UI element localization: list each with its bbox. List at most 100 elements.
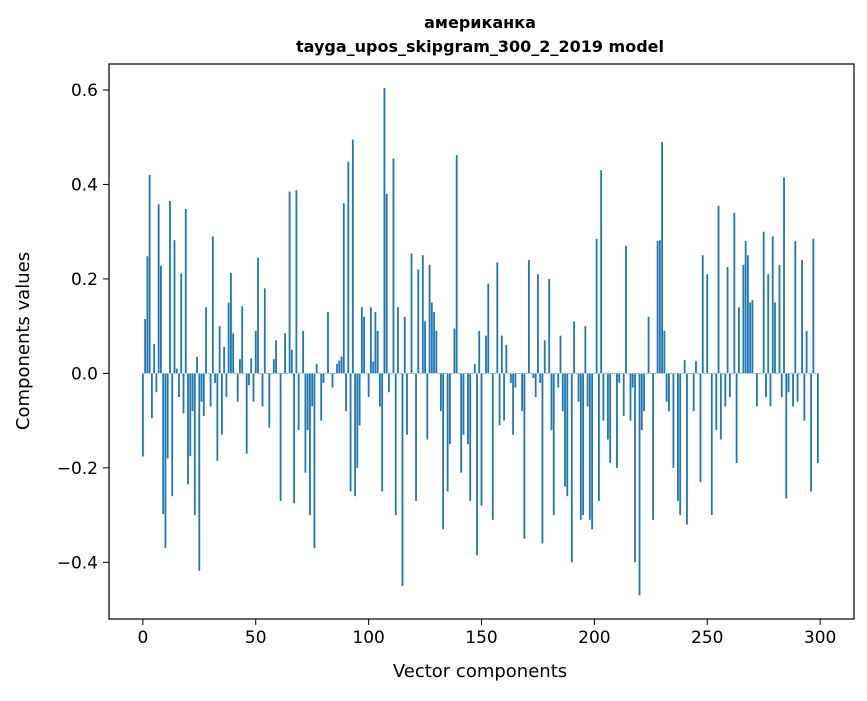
bar xyxy=(512,373,515,435)
bar xyxy=(223,346,226,374)
y-tick-label: 0.4 xyxy=(71,175,98,195)
bar xyxy=(618,373,621,383)
bar xyxy=(374,311,377,374)
bar xyxy=(448,373,451,445)
bar xyxy=(564,373,566,487)
bar xyxy=(710,373,713,516)
bar xyxy=(582,373,584,516)
bar xyxy=(329,373,332,374)
bar xyxy=(345,373,347,412)
bar xyxy=(191,373,194,412)
y-tick-label: −0.2 xyxy=(57,459,98,479)
bar xyxy=(254,330,257,374)
bar xyxy=(681,373,684,374)
bar xyxy=(688,373,691,374)
bar xyxy=(351,139,354,374)
bar xyxy=(320,373,323,421)
bar xyxy=(480,373,483,506)
bar xyxy=(164,373,167,549)
bar xyxy=(150,373,153,419)
bar xyxy=(546,373,548,374)
bar xyxy=(211,236,214,374)
bar xyxy=(270,373,273,374)
bar xyxy=(756,373,758,407)
bar xyxy=(771,236,774,374)
chart-subtitle: tayga_upos_skipgram_300_2_2019 model xyxy=(296,37,664,56)
bar xyxy=(306,373,309,431)
bar xyxy=(661,141,664,374)
bar xyxy=(561,373,564,412)
x-tick-label: 300 xyxy=(804,628,836,648)
bar xyxy=(541,373,544,544)
bar xyxy=(200,373,203,402)
bar xyxy=(428,264,431,374)
bar xyxy=(701,255,704,374)
bar xyxy=(460,373,463,473)
bar xyxy=(722,373,724,374)
bar xyxy=(227,302,230,374)
bar xyxy=(620,373,623,374)
bar xyxy=(421,255,424,374)
bar xyxy=(726,267,729,374)
bar xyxy=(550,373,553,431)
bar xyxy=(575,373,578,374)
bar xyxy=(679,373,682,516)
bar xyxy=(369,307,372,374)
bar xyxy=(412,373,415,374)
bar xyxy=(645,373,648,374)
bar xyxy=(245,373,248,454)
bar xyxy=(548,278,551,374)
bar xyxy=(769,373,772,407)
bar xyxy=(746,255,749,374)
bar xyxy=(690,373,693,374)
bar xyxy=(275,340,277,374)
bar xyxy=(424,321,426,374)
bar xyxy=(417,269,420,374)
bar xyxy=(297,373,300,431)
x-tick-label: 150 xyxy=(465,628,497,648)
bar xyxy=(214,373,217,383)
bar xyxy=(383,88,386,374)
bar xyxy=(333,373,336,374)
bar xyxy=(647,316,650,374)
bar xyxy=(733,212,736,374)
bar xyxy=(426,373,429,440)
y-axis-label: Components values xyxy=(13,252,34,430)
bar xyxy=(309,373,311,516)
bar xyxy=(171,373,174,497)
bar xyxy=(523,373,526,539)
bar xyxy=(430,302,433,374)
bar xyxy=(584,326,587,374)
bar xyxy=(277,373,280,374)
bar xyxy=(482,373,485,374)
bar xyxy=(719,373,722,440)
chart-title: американка xyxy=(424,13,536,32)
bar xyxy=(595,238,598,374)
y-tick-label: 0.2 xyxy=(71,270,98,290)
x-tick-label: 0 xyxy=(137,628,148,648)
bar xyxy=(178,373,180,397)
bar xyxy=(636,373,639,374)
bar xyxy=(453,328,456,374)
bar xyxy=(293,373,296,504)
bar xyxy=(706,274,709,374)
bar xyxy=(363,316,366,374)
bar xyxy=(713,373,715,374)
bar xyxy=(471,373,474,374)
bar xyxy=(397,307,399,374)
bar xyxy=(252,373,255,402)
bar xyxy=(437,373,440,374)
bar xyxy=(232,333,235,374)
bar xyxy=(166,373,169,459)
bar xyxy=(281,373,284,374)
bar xyxy=(458,373,460,374)
bar xyxy=(532,373,535,379)
bar xyxy=(331,373,334,388)
bar xyxy=(591,373,594,530)
bar xyxy=(568,373,571,374)
x-tick-label: 250 xyxy=(691,628,723,648)
bar xyxy=(160,265,162,374)
bar xyxy=(193,373,196,516)
bar xyxy=(367,373,370,397)
bar xyxy=(597,373,600,501)
